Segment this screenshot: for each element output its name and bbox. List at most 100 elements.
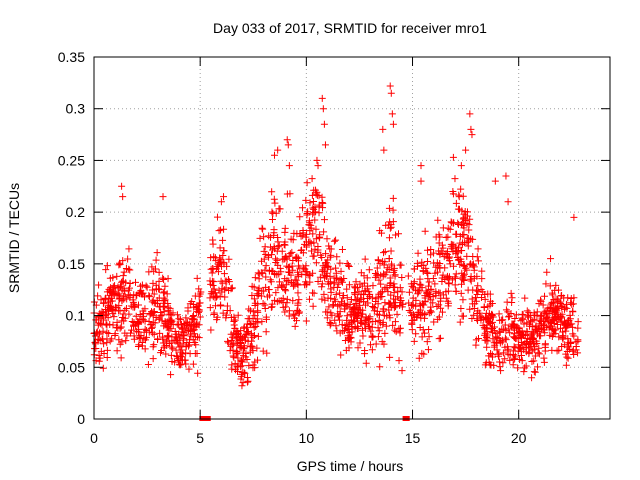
- data-point: [357, 269, 365, 277]
- axis-ticks: 0 0.05 0.1 0.15 0.2 0.25 0.3 0.35 0 5 10 15 20: [58, 49, 610, 446]
- data-point: [306, 199, 314, 207]
- data-point: [95, 281, 103, 289]
- data-point: [138, 315, 146, 323]
- data-point: [558, 313, 566, 321]
- data-point: [302, 241, 310, 249]
- data-point: [473, 315, 481, 323]
- data-point: [478, 267, 486, 275]
- data-point: [491, 177, 499, 185]
- data-point: [99, 327, 107, 335]
- data-point: [458, 240, 466, 248]
- data-point: [169, 345, 177, 353]
- data-point: [270, 151, 278, 159]
- data-point: [474, 317, 482, 325]
- data-point: [486, 290, 494, 298]
- data-point: [460, 277, 468, 285]
- data-point: [338, 298, 346, 306]
- data-point: [518, 314, 526, 322]
- data-point: [292, 276, 300, 284]
- data-point: [263, 349, 271, 357]
- data-point: [304, 208, 312, 216]
- data-point: [550, 326, 558, 334]
- data-point: [355, 298, 363, 306]
- data-point: [510, 320, 518, 328]
- data-point: [289, 310, 297, 318]
- data-point: [289, 282, 297, 290]
- data-point: [450, 219, 458, 227]
- data-point: [490, 361, 498, 369]
- data-point: [355, 309, 363, 317]
- data-point: [387, 89, 395, 97]
- data-point: [185, 326, 193, 334]
- data-point: [404, 272, 412, 280]
- data-point: [516, 356, 524, 364]
- data-point: [186, 320, 194, 328]
- data-point: [372, 340, 380, 348]
- data-point: [425, 333, 433, 341]
- data-point: [518, 331, 526, 339]
- data-point: [367, 341, 375, 349]
- data-point: [439, 271, 447, 279]
- data-point: [511, 315, 519, 323]
- data-point: [249, 308, 257, 316]
- data-point: [381, 248, 389, 256]
- data-point: [145, 293, 153, 301]
- data-point: [556, 324, 564, 332]
- data-point: [365, 322, 373, 330]
- data-point: [251, 274, 259, 282]
- data-point: [445, 253, 453, 261]
- data-point: [211, 294, 219, 302]
- data-point: [389, 321, 397, 329]
- data-point: [95, 319, 103, 327]
- data-point: [389, 206, 397, 214]
- y-tick-label: 0: [77, 411, 85, 427]
- data-point: [322, 308, 330, 316]
- data-point: [450, 241, 458, 249]
- data-point: [502, 172, 510, 180]
- data-point: [389, 194, 397, 202]
- data-point: [414, 290, 422, 298]
- data-point: [463, 252, 471, 260]
- data-point: [278, 247, 286, 255]
- data-point: [181, 356, 189, 364]
- data-point: [195, 334, 203, 342]
- data-point: [102, 266, 110, 274]
- data-point: [363, 274, 371, 282]
- data-point: [119, 277, 127, 285]
- data-point: [386, 82, 394, 90]
- data-point: [210, 285, 218, 293]
- data-point: [163, 318, 171, 326]
- data-point: [106, 320, 114, 328]
- data-point: [126, 294, 134, 302]
- data-point: [297, 246, 305, 254]
- data-point: [168, 317, 176, 325]
- data-point: [127, 302, 135, 310]
- data-point: [528, 374, 536, 382]
- data-point: [531, 368, 539, 376]
- data-point: [368, 323, 376, 331]
- data-point: [180, 336, 188, 344]
- data-point: [351, 291, 359, 299]
- data-point: [418, 261, 426, 269]
- data-point: [435, 301, 443, 309]
- data-point: [346, 320, 354, 328]
- data-point: [574, 337, 582, 345]
- data-point: [391, 318, 399, 326]
- data-point: [538, 311, 546, 319]
- data-point: [462, 212, 470, 220]
- data-point: [102, 312, 110, 320]
- data-point: [254, 319, 262, 327]
- data-point: [468, 131, 476, 139]
- data-point: [396, 284, 404, 292]
- data-point: [496, 328, 504, 336]
- data-point: [189, 360, 197, 368]
- data-point: [209, 240, 217, 248]
- data-point: [291, 311, 299, 319]
- data-point: [398, 273, 406, 281]
- data-point: [134, 342, 142, 350]
- data-point: [410, 265, 418, 273]
- data-point: [160, 308, 168, 316]
- data-point: [455, 193, 463, 201]
- data-point: [155, 277, 163, 285]
- data-point: [449, 153, 457, 161]
